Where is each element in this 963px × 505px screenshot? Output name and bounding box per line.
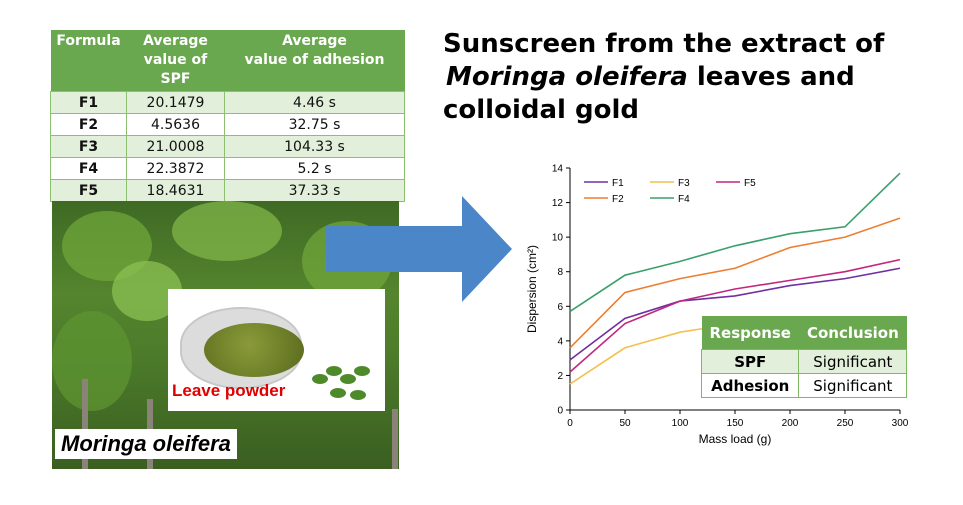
y-tick-label: 10 [552, 233, 564, 244]
spf-cell: 21.0008 [126, 135, 225, 158]
page-title: Sunscreen from the extract of Moringa ol… [443, 28, 884, 127]
leaf-sprig-icon [312, 366, 370, 400]
tree-trunk [392, 409, 398, 469]
formula-cell: F5 [50, 179, 127, 202]
spf-cell: 4.5636 [126, 113, 225, 136]
bowl-image [180, 307, 304, 389]
response-cell: Adhesion [700, 373, 800, 398]
legend-label-f1: F1 [612, 178, 624, 189]
formula-cell: F2 [50, 113, 127, 136]
header-formula: Formula [50, 30, 127, 92]
y-tick-label: 6 [557, 302, 563, 313]
table-row: F4 22.3872 5.2 s [50, 157, 405, 180]
adhesion-cell: 5.2 s [224, 157, 405, 180]
header-spf: Average value of SPF [126, 30, 225, 92]
species-label: Moringa oleifera [55, 429, 237, 459]
spf-cell: 22.3872 [126, 157, 225, 180]
table-row: F5 18.4631 37.33 s [50, 179, 405, 202]
x-tick-label: 50 [619, 418, 631, 429]
response-table-header: Response Conclusion [701, 316, 907, 350]
formula-cell: F1 [50, 91, 127, 114]
chart-axes: 0 50 100 150 200 250 300 0 2 4 6 8 10 12 14 Mass load (… [525, 164, 909, 447]
adhesion-cell: 104.33 s [224, 135, 405, 158]
conclusion-cell: Significant [798, 373, 908, 398]
chart-legend: F1 F2 F3 F4 F5 [584, 178, 756, 205]
y-tick-label: 2 [557, 371, 563, 382]
x-tick-label: 300 [892, 418, 909, 429]
tree-trunk [82, 379, 88, 469]
table-row: SPF Significant [700, 349, 908, 374]
legend-label-f2: F2 [612, 194, 624, 205]
y-tick-label: 4 [557, 336, 563, 347]
x-tick-label: 250 [837, 418, 854, 429]
y-tick-label: 8 [557, 267, 563, 278]
title-line-1: Sunscreen from the extract of [443, 29, 885, 59]
legend-label-f5: F5 [744, 178, 756, 189]
foliage-shape [172, 201, 282, 261]
series-line-f1 [569, 267, 901, 361]
adhesion-cell: 4.46 s [224, 91, 405, 114]
title-line-3: colloidal gold [443, 95, 639, 125]
y-tick-label: 0 [557, 406, 563, 417]
foliage-shape [52, 311, 132, 411]
formula-cell: F3 [50, 135, 127, 158]
legend-label-f3: F3 [678, 178, 690, 189]
arrow-right-icon [326, 196, 512, 302]
powder-inset: Leave powder [168, 289, 385, 411]
series-line-f4 [569, 172, 901, 313]
series-line-f3 [569, 327, 703, 385]
spf-cell: 20.1479 [126, 91, 225, 114]
spf-cell: 18.4631 [126, 179, 225, 202]
x-axis-label: Mass load (g) [699, 432, 772, 446]
series-line-f2 [569, 217, 901, 349]
table-row: Adhesion Significant [700, 373, 908, 398]
conclusion-cell: Significant [798, 349, 908, 374]
title-line-2-rest: leaves and [687, 62, 855, 92]
header-adhesion: Average value of adhesion [224, 30, 405, 92]
y-tick-label: 14 [552, 164, 564, 175]
dispersion-chart: 0 50 100 150 200 250 300 0 2 4 6 8 10 12 14 Mass load (… [525, 164, 909, 447]
y-axis-label: Dispersion (cm²) [525, 245, 539, 333]
response-table: Response Conclusion SPF Significant Adhe… [700, 316, 908, 398]
formula-table-header: Formula Average value of SPF Average value… [50, 30, 405, 92]
header-response: Response [701, 316, 799, 350]
legend-label-f4: F4 [678, 194, 690, 205]
title-line-2: Moringa oleifera leaves and [446, 61, 884, 94]
response-cell: SPF [700, 349, 800, 374]
y-tick-label: 12 [552, 198, 564, 209]
chart-lines [569, 172, 901, 385]
table-row: F2 4.5636 32.75 s [50, 113, 405, 136]
adhesion-cell: 37.33 s [224, 179, 405, 202]
x-tick-label: 150 [727, 418, 744, 429]
powder-image [204, 323, 304, 377]
adhesion-cell: 32.75 s [224, 113, 405, 136]
x-tick-label: 100 [672, 418, 689, 429]
table-row: F3 21.0008 104.33 s [50, 135, 405, 158]
title-species: Moringa oleifera [446, 62, 688, 92]
x-tick-label: 0 [567, 418, 573, 429]
series-line-f5 [569, 258, 901, 373]
x-tick-label: 200 [782, 418, 799, 429]
formula-table: Formula Average value of SPF Average value… [50, 30, 405, 202]
powder-label: Leave powder [172, 381, 286, 400]
header-conclusion: Conclusion [798, 316, 907, 350]
table-row: F1 20.1479 4.46 s [50, 91, 405, 114]
formula-cell: F4 [50, 157, 127, 180]
